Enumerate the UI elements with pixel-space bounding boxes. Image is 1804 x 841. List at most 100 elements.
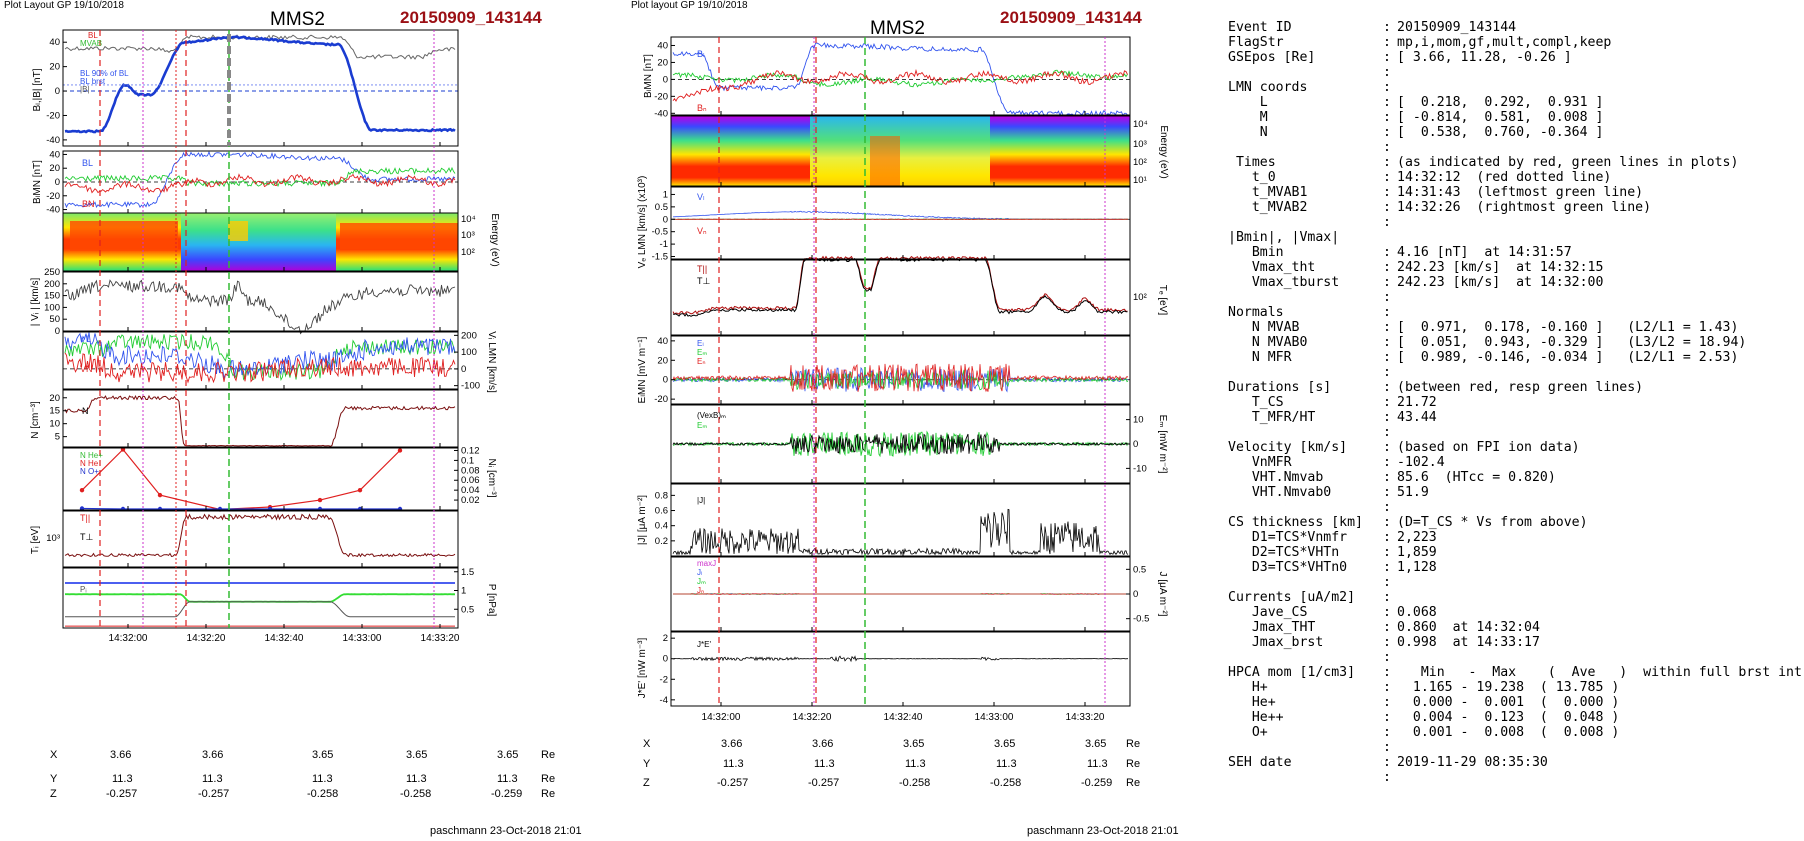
info-value: 20150909_143144 bbox=[1397, 20, 1517, 35]
info-colon: : bbox=[1383, 275, 1391, 290]
y-axis-label: Bₗ,|B| [nT] bbox=[32, 68, 43, 111]
info-label bbox=[1228, 740, 1383, 755]
y-tick-label: -0.5 bbox=[652, 227, 668, 238]
time-tick-label: 14:32:00 bbox=[109, 633, 148, 644]
left-panel-frame bbox=[62, 271, 459, 332]
bn-component bbox=[672, 68, 1128, 102]
info-colon: : bbox=[1383, 500, 1391, 515]
info-row: O+: 0.001 - 0.008 ( 0.008 ) bbox=[1228, 725, 1802, 740]
legend-entry: MVAB bbox=[80, 39, 102, 48]
info-colon: : bbox=[1383, 110, 1391, 125]
y-tick-label: 40 bbox=[657, 40, 668, 51]
right-spacecraft-title: MMS2 bbox=[870, 18, 925, 39]
coord-x-4: 3.65 bbox=[497, 749, 519, 761]
coord-unit-y: Re bbox=[1126, 758, 1141, 770]
y-tick-label: 0 bbox=[55, 86, 60, 97]
info-value: 0.860 at 14:32:04 bbox=[1397, 620, 1540, 635]
y-tick-label: 0 bbox=[1133, 589, 1138, 600]
info-row: VHT.Nmvab:85.6 (HTcc = 0.820) bbox=[1228, 470, 1802, 485]
info-label: M bbox=[1228, 110, 1268, 125]
coord-label-z: Z bbox=[50, 788, 57, 800]
info-value: 1.165 - 19.238 ( 13.785 ) bbox=[1397, 680, 1620, 695]
y-tick-label: 10² bbox=[1133, 292, 1147, 303]
info-colon: : bbox=[1383, 155, 1391, 170]
y-tick-label: -40 bbox=[46, 205, 60, 216]
coord-y-0: 11.3 bbox=[723, 758, 744, 770]
info-row: D3=TCS*VHTn0:1,128 bbox=[1228, 560, 1802, 575]
info-row: : bbox=[1228, 500, 1802, 515]
info-value: [ 0.051, 0.943, -0.329 ] (L3/L2 = 18.94) bbox=[1397, 335, 1747, 350]
coord-x-3: 3.65 bbox=[994, 738, 1016, 750]
bl-curve bbox=[64, 35, 456, 134]
time-tick-label: 14:32:20 bbox=[187, 633, 226, 644]
info-value: 43.44 bbox=[1397, 410, 1437, 425]
y-tick-label: 0.5 bbox=[655, 202, 668, 213]
legend-entry: BL bbox=[82, 158, 93, 168]
y-axis-label: J [μA m⁻²] bbox=[1157, 572, 1168, 617]
right-panel-frame bbox=[670, 335, 1131, 405]
info-label: H+ bbox=[1228, 680, 1268, 695]
info-row: D2=TCS*VHTn:1,859 bbox=[1228, 545, 1802, 560]
legend-entry: Vₗ bbox=[697, 192, 705, 202]
he-point bbox=[357, 487, 363, 493]
info-colon: : bbox=[1383, 290, 1391, 305]
info-row: T_MFR/HT:43.44 bbox=[1228, 410, 1802, 425]
info-colon: : bbox=[1383, 200, 1391, 215]
legend-entry: VL bbox=[80, 334, 91, 344]
info-label: D2=TCS*VHTn bbox=[1228, 545, 1340, 560]
coord-x-2: 3.65 bbox=[903, 738, 925, 750]
y-tick-label: 40 bbox=[49, 149, 60, 160]
y-tick-label: 100 bbox=[44, 302, 60, 313]
y-axis-label: EₗMN [mV m⁻¹] bbox=[637, 336, 648, 403]
info-row: L: [ 0.218, 0.292, 0.931 ] bbox=[1228, 95, 1802, 110]
en-component bbox=[672, 363, 1129, 393]
coord-unit-x: Re bbox=[541, 749, 556, 761]
coord-z-3: -0.258 bbox=[400, 788, 432, 800]
info-colon: : bbox=[1383, 770, 1391, 785]
legend-entry: T|| bbox=[697, 264, 707, 274]
info-row: He++: 0.004 - 0.123 ( 0.048 ) bbox=[1228, 710, 1802, 725]
y-tick-label: 0.4 bbox=[655, 521, 668, 532]
legend-entry: BL 90% of BL bbox=[80, 69, 129, 78]
left-panel-frame bbox=[62, 331, 459, 390]
info-value: 14:32:26 (rightmost green line) bbox=[1397, 200, 1652, 215]
y-tick-label: 200 bbox=[44, 279, 60, 290]
info-row: N: [ 0.538, 0.760, -0.364 ] bbox=[1228, 125, 1802, 140]
info-label: N bbox=[1228, 125, 1268, 140]
info-row: M: [ -0.814, 0.581, 0.008 ] bbox=[1228, 110, 1802, 125]
right-panel-frame bbox=[670, 186, 1131, 260]
info-label: N MVAB bbox=[1228, 320, 1300, 335]
y-tick-label: 0 bbox=[663, 375, 668, 386]
y-axis-label: Tₑ [eV] bbox=[1157, 285, 1168, 316]
info-colon: : bbox=[1383, 605, 1391, 620]
info-label bbox=[1228, 215, 1383, 230]
info-label bbox=[1228, 650, 1383, 665]
info-row: t_MVAB1:14:31:43 (leftmost green line) bbox=[1228, 185, 1802, 200]
vl-component bbox=[64, 333, 456, 382]
info-label: He+ bbox=[1228, 695, 1276, 710]
legend-entry: J*E' bbox=[697, 640, 711, 649]
coord-unit-y: Re bbox=[541, 773, 556, 785]
he-density-line bbox=[81, 448, 401, 511]
info-row: Normals: bbox=[1228, 305, 1802, 320]
info-label: Event ID bbox=[1228, 20, 1292, 35]
coord-y-1: 11.3 bbox=[202, 773, 223, 785]
info-value: [ 0.218, 0.292, 0.931 ] bbox=[1397, 95, 1604, 110]
info-colon: : bbox=[1383, 455, 1391, 470]
bl-component bbox=[64, 150, 456, 209]
vm-component bbox=[64, 332, 456, 380]
y-axis-label: BₗMN [nT] bbox=[32, 160, 43, 204]
right-event-id: 20150909_143144 bbox=[1000, 8, 1142, 27]
info-row: t_MVAB2:14:32:26 (rightmost green line) bbox=[1228, 200, 1802, 215]
time-tick-label: 14:32:40 bbox=[884, 712, 923, 723]
info-value: 2,223 bbox=[1397, 530, 1437, 545]
y-axis-label: Tᵢ [eV] bbox=[30, 526, 41, 554]
info-value: 0.004 - 0.123 ( 0.048 ) bbox=[1397, 710, 1620, 725]
coord-x-3: 3.65 bbox=[406, 749, 428, 761]
bl-component bbox=[672, 42, 1128, 118]
info-value: [ 0.971, 0.178, -0.160 ] (L2/L1 = 1.43) bbox=[1397, 320, 1739, 335]
time-tick-label: 14:32:40 bbox=[265, 633, 304, 644]
y-tick-label: 20 bbox=[657, 355, 668, 366]
info-colon: : bbox=[1383, 140, 1391, 155]
info-row: He+: 0.000 - 0.001 ( 0.000 ) bbox=[1228, 695, 1802, 710]
